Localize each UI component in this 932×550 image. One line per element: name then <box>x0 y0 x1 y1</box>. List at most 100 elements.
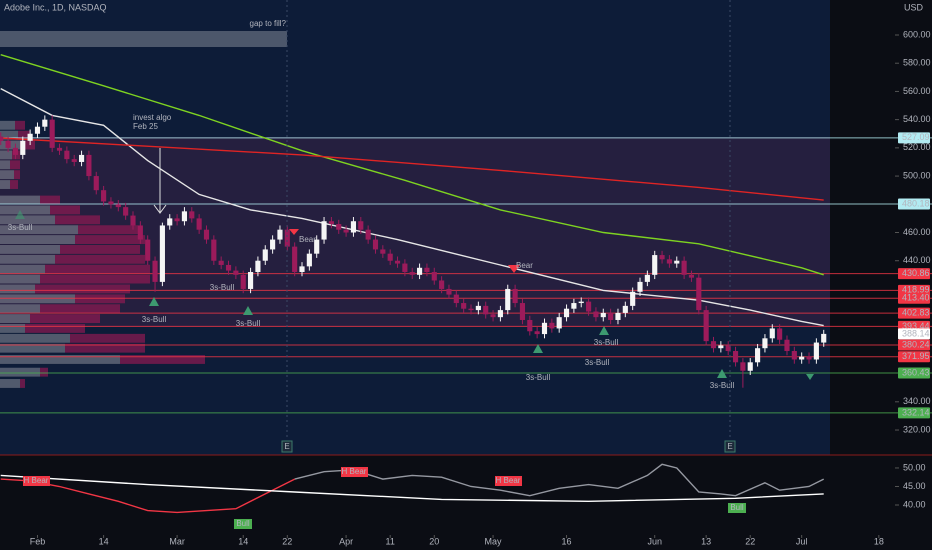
level-label: 332.14 <box>902 407 930 417</box>
candle-body <box>637 281 643 292</box>
level-label-box <box>898 339 930 351</box>
profile-down <box>15 120 25 130</box>
x-tick-label: Jul <box>796 536 808 546</box>
candle-body <box>475 305 481 311</box>
candle-body <box>336 224 342 230</box>
y-tick-label: 440.00 <box>903 255 931 265</box>
label-box <box>495 476 522 486</box>
candle-body <box>49 119 55 148</box>
candle-body <box>424 267 430 273</box>
indicator-label: H Bear <box>342 467 367 476</box>
candle-body <box>417 267 423 275</box>
candle-body <box>167 218 173 226</box>
annotation: 3s-Bull <box>526 373 551 382</box>
profile-down <box>18 130 30 140</box>
candle-body <box>512 288 518 304</box>
level-label-box <box>898 132 930 144</box>
level-label-box <box>898 367 930 379</box>
candle-body <box>27 133 33 141</box>
candle-body <box>350 221 357 233</box>
profile-up <box>0 379 20 388</box>
label-box <box>23 476 50 486</box>
bull-marker <box>243 306 253 315</box>
bull-marker <box>717 369 727 378</box>
x-tick-label: 13 <box>701 536 711 546</box>
candle-body <box>365 229 371 240</box>
profile-down <box>70 333 145 343</box>
profile-down <box>45 264 150 274</box>
profile-down <box>75 294 125 304</box>
profile-up <box>0 343 65 353</box>
candle-body <box>703 310 709 342</box>
profile-up <box>0 160 10 170</box>
profile-down <box>40 274 150 284</box>
profile-up <box>0 284 35 294</box>
label-box <box>728 503 746 513</box>
candle-body <box>762 338 768 349</box>
candle-body <box>453 294 459 304</box>
candle-body <box>622 305 628 313</box>
profile-down <box>10 160 20 170</box>
profile-down <box>65 343 145 353</box>
candle-body <box>732 351 739 363</box>
profile-down <box>20 379 25 388</box>
candle-body <box>196 218 202 230</box>
chart-title: Adobe Inc., 1D, NASDAQ <box>4 2 107 12</box>
bull-marker <box>599 326 609 335</box>
level-label: 480.18 <box>902 198 930 208</box>
candle-body <box>468 308 474 311</box>
candle-body <box>615 312 621 320</box>
candle-body <box>688 274 695 278</box>
profile-up <box>0 195 40 205</box>
candle-body <box>696 277 702 311</box>
candle-body <box>740 362 746 371</box>
profile-down <box>55 215 100 225</box>
label-box <box>341 467 368 477</box>
profile-up <box>0 324 25 333</box>
profile-up <box>0 355 120 364</box>
annotation: Bear <box>299 235 316 244</box>
candle-body <box>12 147 19 155</box>
y-tick-label: 600.00 <box>903 29 931 39</box>
profile-down <box>75 235 145 245</box>
candle-body <box>461 303 467 309</box>
candle-body <box>189 211 195 219</box>
candle-body <box>277 229 283 240</box>
x-tick-label: Jun <box>647 536 662 546</box>
candle-body <box>652 255 658 275</box>
candle-body <box>446 288 452 295</box>
candle-body <box>358 221 364 230</box>
x-tick-label: 18 <box>874 536 884 546</box>
y2-tick-label: 45.00 <box>903 481 926 491</box>
profile-down <box>10 180 18 189</box>
label-box <box>234 519 252 529</box>
profile-up <box>0 225 78 235</box>
x-tick-label: May <box>485 536 503 546</box>
candle-body <box>813 342 819 360</box>
candle-body <box>233 270 239 275</box>
annotation: 3s-Bull <box>8 223 33 232</box>
event-label: E <box>284 442 289 451</box>
profile-up <box>0 274 40 284</box>
profile-down <box>50 205 80 215</box>
annotation: invest algo <box>133 113 172 122</box>
candle-body <box>20 140 26 155</box>
candle-body <box>431 272 437 281</box>
candle-body <box>402 263 408 273</box>
candle-body <box>225 264 232 271</box>
candle-body <box>725 345 731 352</box>
profile-down <box>55 254 145 264</box>
candle-body <box>218 260 224 265</box>
candle-body <box>497 310 503 318</box>
level-label: 388.14 <box>902 328 930 338</box>
indicator-label: Bull <box>730 503 744 512</box>
candle-body <box>5 140 11 148</box>
profile-down <box>78 225 138 235</box>
candle-body <box>791 351 797 360</box>
level-label: 393.44 <box>902 321 930 331</box>
x-tick-label: Apr <box>339 536 353 546</box>
x-tick-label: 14 <box>99 536 109 546</box>
candle-body <box>314 239 320 254</box>
candle-body <box>630 291 636 306</box>
